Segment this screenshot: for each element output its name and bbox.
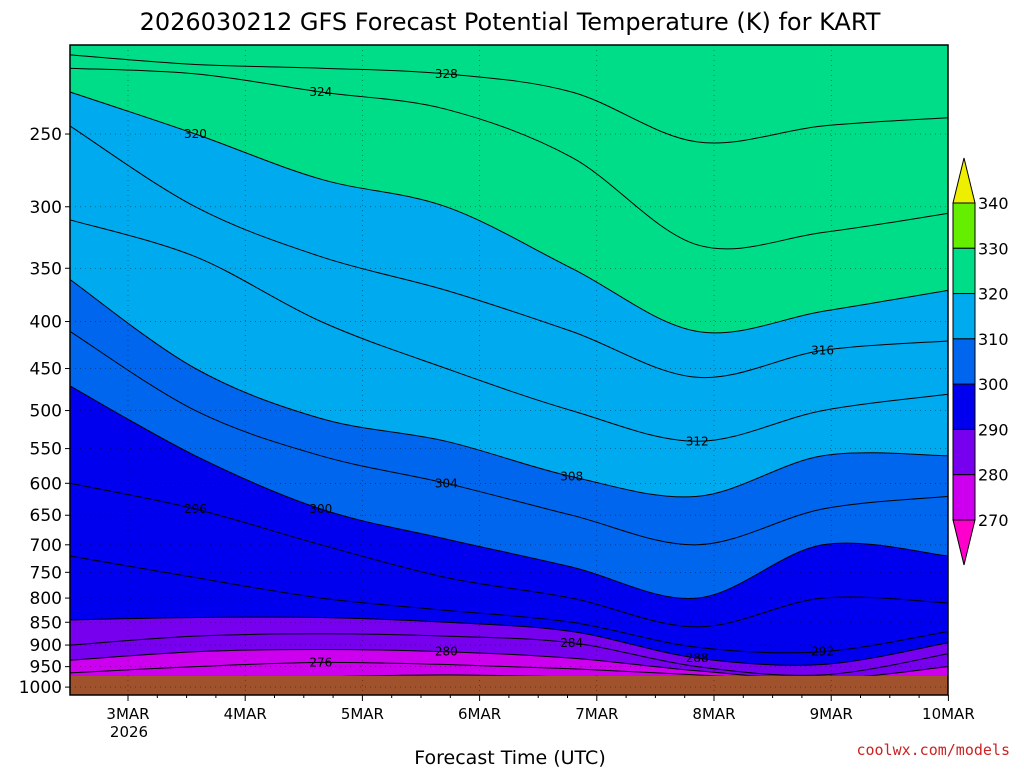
colorbar-label-280: 280 <box>978 466 1009 485</box>
band-292 <box>70 556 948 666</box>
band-296 <box>70 483 948 653</box>
x-tick-label-5MAR: 5MAR <box>341 705 384 723</box>
isentrope-288 <box>69 616 949 666</box>
x-tick-label-6MAR: 6MAR <box>458 705 501 723</box>
y-tick-label-900: 900 <box>30 636 62 656</box>
colorbar-bin-bottom <box>952 519 976 566</box>
x-start-year-label: 2026 <box>110 723 148 741</box>
y-tick-label-650: 650 <box>30 506 62 526</box>
isentrope-304 <box>69 330 949 546</box>
ground-surface <box>70 676 948 695</box>
contour-label-312: 312 <box>686 434 709 448</box>
y-tick-label-500: 500 <box>30 402 62 422</box>
band-324 <box>70 68 948 333</box>
band-316 <box>70 126 948 442</box>
y-tick-label-550: 550 <box>30 440 62 460</box>
y-tick-label-450: 450 <box>30 360 62 380</box>
x-axis: 3MAR 4MAR 5MAR 6MAR 7MAR 8MAR 9MAR 10MAR <box>106 695 975 723</box>
band-312 <box>70 219 948 497</box>
colorbar-label-310: 310 <box>978 330 1009 349</box>
y-tick-label-250: 250 <box>30 125 62 145</box>
contour-label-324: 324 <box>309 85 332 99</box>
credit-text: coolwx.com/models <box>856 741 1010 759</box>
band-304 <box>70 331 948 599</box>
chart-title: 2026030212 GFS Forecast Potential Temper… <box>140 8 881 36</box>
colorbar-label-340: 340 <box>978 194 1009 213</box>
isentrope-292 <box>69 555 949 654</box>
y-tick-label-400: 400 <box>30 313 62 333</box>
y-axis: 250 300 350 400 450 500 550 600 650 700 750 800 850 9… <box>19 125 70 698</box>
y-tick-label-300: 300 <box>30 198 62 218</box>
y-tick-label-850: 850 <box>30 613 62 633</box>
colorbar-bin-330-340 <box>952 202 976 249</box>
isentrope-320 <box>69 91 949 334</box>
x-tick-label-4MAR: 4MAR <box>224 705 267 723</box>
y-tick-label-1000: 1000 <box>19 678 62 698</box>
contour-label-308: 308 <box>560 470 583 484</box>
x-tick-label-7MAR: 7MAR <box>575 705 618 723</box>
isentrope-316 <box>69 125 949 379</box>
contour-label-288: 288 <box>686 651 709 665</box>
isentrope-328 <box>69 54 949 144</box>
contour-label-292: 292 <box>811 645 834 659</box>
colorbar-label-290: 290 <box>978 420 1009 439</box>
y-tick-label-750: 750 <box>30 563 62 583</box>
contour-label-276: 276 <box>309 655 332 669</box>
isentrope-contours: 2722762802842882922963003043083123163203… <box>69 54 949 688</box>
colorbar-bin-top <box>952 157 976 204</box>
x-tick-label-3MAR: 3MAR <box>106 705 149 723</box>
isentrope-312 <box>69 219 949 442</box>
y-tick-label-950: 950 <box>30 658 62 678</box>
y-tick-label-800: 800 <box>30 589 62 609</box>
y-tick-label-600: 600 <box>30 474 62 494</box>
plot-area <box>70 45 948 695</box>
contour-label-280: 280 <box>435 645 458 659</box>
isentrope-296 <box>69 482 949 628</box>
band-280 <box>70 649 948 682</box>
band-300 <box>70 385 948 627</box>
y-tick-label-350: 350 <box>30 259 62 279</box>
x-tick-label-10MAR: 10MAR <box>922 705 975 723</box>
colorbar-bin-320-330 <box>952 247 976 295</box>
gridlines <box>70 45 948 695</box>
contour-label-316: 316 <box>811 343 834 357</box>
x-tick-label-8MAR: 8MAR <box>692 705 735 723</box>
contour-label-284: 284 <box>560 636 583 650</box>
isentrope-300 <box>69 385 949 599</box>
x-tick-label-9MAR: 9MAR <box>810 705 853 723</box>
y-tick-label-700: 700 <box>30 536 62 556</box>
band-288 <box>70 617 948 676</box>
x-axis-label: Forecast Time (UTC) <box>414 747 605 768</box>
contour-label-304: 304 <box>435 476 458 490</box>
isentrope-308 <box>69 279 949 498</box>
colorbar-bin-290-300 <box>952 383 976 430</box>
isentrope-324 <box>69 67 949 250</box>
band-308 <box>70 279 948 545</box>
isentrope-284 <box>69 633 949 676</box>
colorbar-bin-280-290 <box>952 428 976 476</box>
contour-label-296: 296 <box>184 502 207 516</box>
colorbar-label-330: 330 <box>978 239 1009 258</box>
band-328 <box>70 54 948 249</box>
band-284 <box>70 633 948 680</box>
colorbar-bin-270-280 <box>952 474 976 521</box>
colorbar: 270 280 290 300 310 320 330 340 <box>952 157 1009 566</box>
contour-label-300: 300 <box>309 502 332 516</box>
colorbar-bin-300-310 <box>952 338 976 385</box>
colorbar-label-320: 320 <box>978 285 1009 304</box>
colorbar-label-270: 270 <box>978 511 1009 530</box>
contour-label-328: 328 <box>435 67 458 81</box>
colorbar-label-300: 300 <box>978 375 1009 394</box>
colorbar-bin-310-320 <box>952 293 976 340</box>
